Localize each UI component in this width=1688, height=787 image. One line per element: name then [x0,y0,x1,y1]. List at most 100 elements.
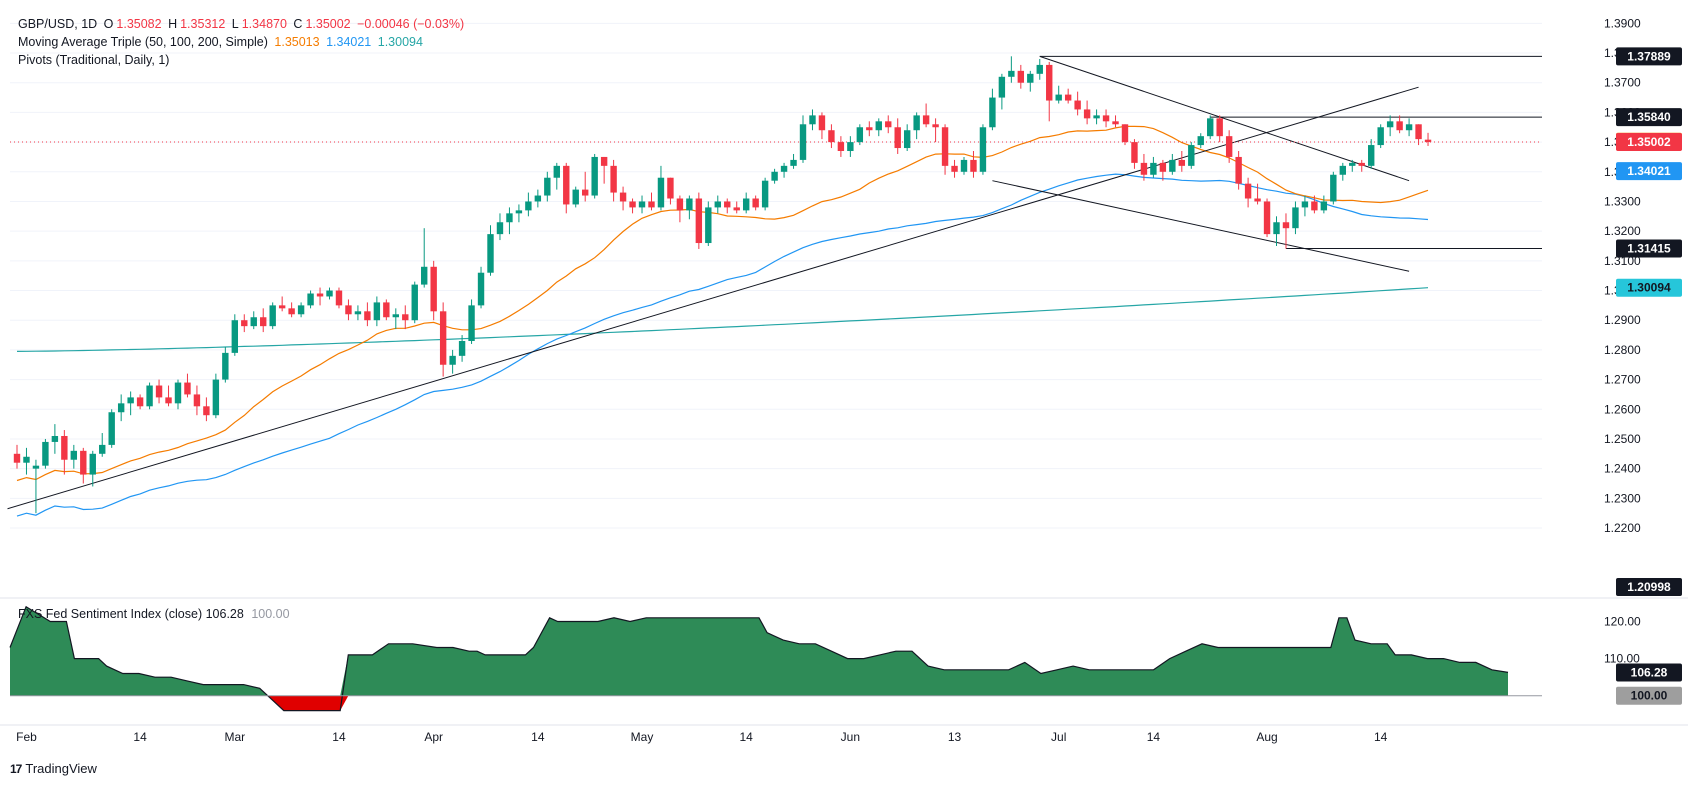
candle-body [771,171,778,181]
candle-body [1046,64,1053,101]
ma-legend[interactable]: Moving Average Triple (50, 100, 200, Sim… [18,33,467,51]
candle-body [847,142,854,152]
candle-body [1320,201,1328,211]
ma50-line [16,125,1429,482]
sentiment-baseline-text: 100.00 [1631,689,1668,703]
candle-up [1197,133,1204,149]
candle-body [1424,139,1432,143]
candle-body [733,207,740,211]
candle-body [979,127,987,172]
candle-body [222,352,229,380]
candle-up [1093,109,1100,125]
candle-body [506,213,513,223]
price-label-text: 1.35002 [1627,135,1671,149]
pivots-legend[interactable]: Pivots (Traditional, Daily, 1) [18,51,467,69]
sentiment-area-positive [10,606,1508,696]
candle-body [1027,73,1034,83]
price-tick-label: 1.2200 [1604,521,1641,535]
candle-body [1282,222,1290,229]
time-axis[interactable]: Feb 14 Mar 14 Apr 14 May 14 Jun 13 Jul 14 Aug 14 [16,730,1388,744]
candle-body [373,302,381,321]
candle-up [1292,201,1299,235]
candle-body [629,201,636,208]
candle-down [922,103,930,128]
candle-down [1282,213,1290,249]
candle-down [941,124,949,175]
candle-body [307,293,314,306]
candle-down [1358,159,1365,172]
low-label: L [231,17,239,31]
candle-body [297,305,305,315]
pivots-label: Pivots (Traditional, Daily, 1) [18,53,170,67]
candle-body [998,76,1006,98]
candle-body [1263,201,1271,235]
candle-up [705,201,712,247]
candle-body [818,115,826,131]
ma50-value: 1.35013 [274,35,320,49]
price-label-lower: 1.20998 [1616,578,1682,596]
candle-body [705,207,712,244]
candle-down [364,302,371,327]
price-label-text: 1.20998 [1627,580,1671,594]
price-label-box [1616,133,1682,152]
time-tick-label: Aug [1256,730,1277,744]
sentiment-legend[interactable]: FXS Fed Sentiment Index (close) 106.28 1… [18,607,290,621]
candle-body [525,201,532,211]
candle-up [354,305,362,321]
candle-up [146,382,153,410]
candle-up [421,228,428,288]
candle-up [1188,142,1195,169]
candle-down [894,118,901,154]
price-axis[interactable]: 1.39001.38001.37001.36001.35001.34001.33… [1604,16,1641,535]
candle-body [23,456,30,463]
candle-body [922,115,930,125]
candle-body [1140,162,1148,175]
candle-down [288,302,295,318]
candle-down [629,198,636,214]
symbol-label[interactable]: GBP/USD, 1D [18,17,98,31]
candle-up [477,266,485,309]
price-tick-label: 1.3300 [1604,194,1641,208]
candle-down [1102,109,1110,128]
candle-body [799,124,807,160]
time-tick-label: 14 [740,730,754,744]
candle-up [847,136,854,157]
candle-body [1150,162,1157,175]
candle-body [724,201,731,208]
candle-body [127,397,134,404]
candle-down [316,287,324,306]
candle-body [676,198,684,211]
candle-up [70,444,78,469]
candle-up [544,171,551,202]
candle-body [364,311,371,321]
candle-up [761,177,769,211]
candle-up [875,118,882,137]
time-tick-label: 14 [133,730,147,744]
candle-down [1074,91,1081,116]
candle-up [506,207,513,235]
candle-body [193,394,201,407]
price-label-box [1616,47,1682,66]
candle-down [676,195,684,223]
time-tick-label: 14 [1147,730,1161,744]
candle-down [1244,177,1252,208]
tradingview-brand[interactable]: 17 TradingView [10,761,97,776]
candle-body [354,311,362,315]
candle-body [1036,64,1043,74]
candle-body [165,397,172,404]
candle-down [193,385,201,416]
candle-down [610,159,617,202]
candle-body [70,450,78,460]
candle-down [13,444,21,469]
candle-up [231,314,239,356]
price-label-pivot: 1.31415 [1616,239,1682,258]
candle-body [260,317,267,327]
candle-body [686,198,693,211]
candle-up [307,290,314,309]
ma200-line [16,287,1429,352]
candle-up [250,311,257,330]
candle-down [648,192,655,211]
candle-down [430,260,437,321]
candle-body [1349,162,1356,166]
